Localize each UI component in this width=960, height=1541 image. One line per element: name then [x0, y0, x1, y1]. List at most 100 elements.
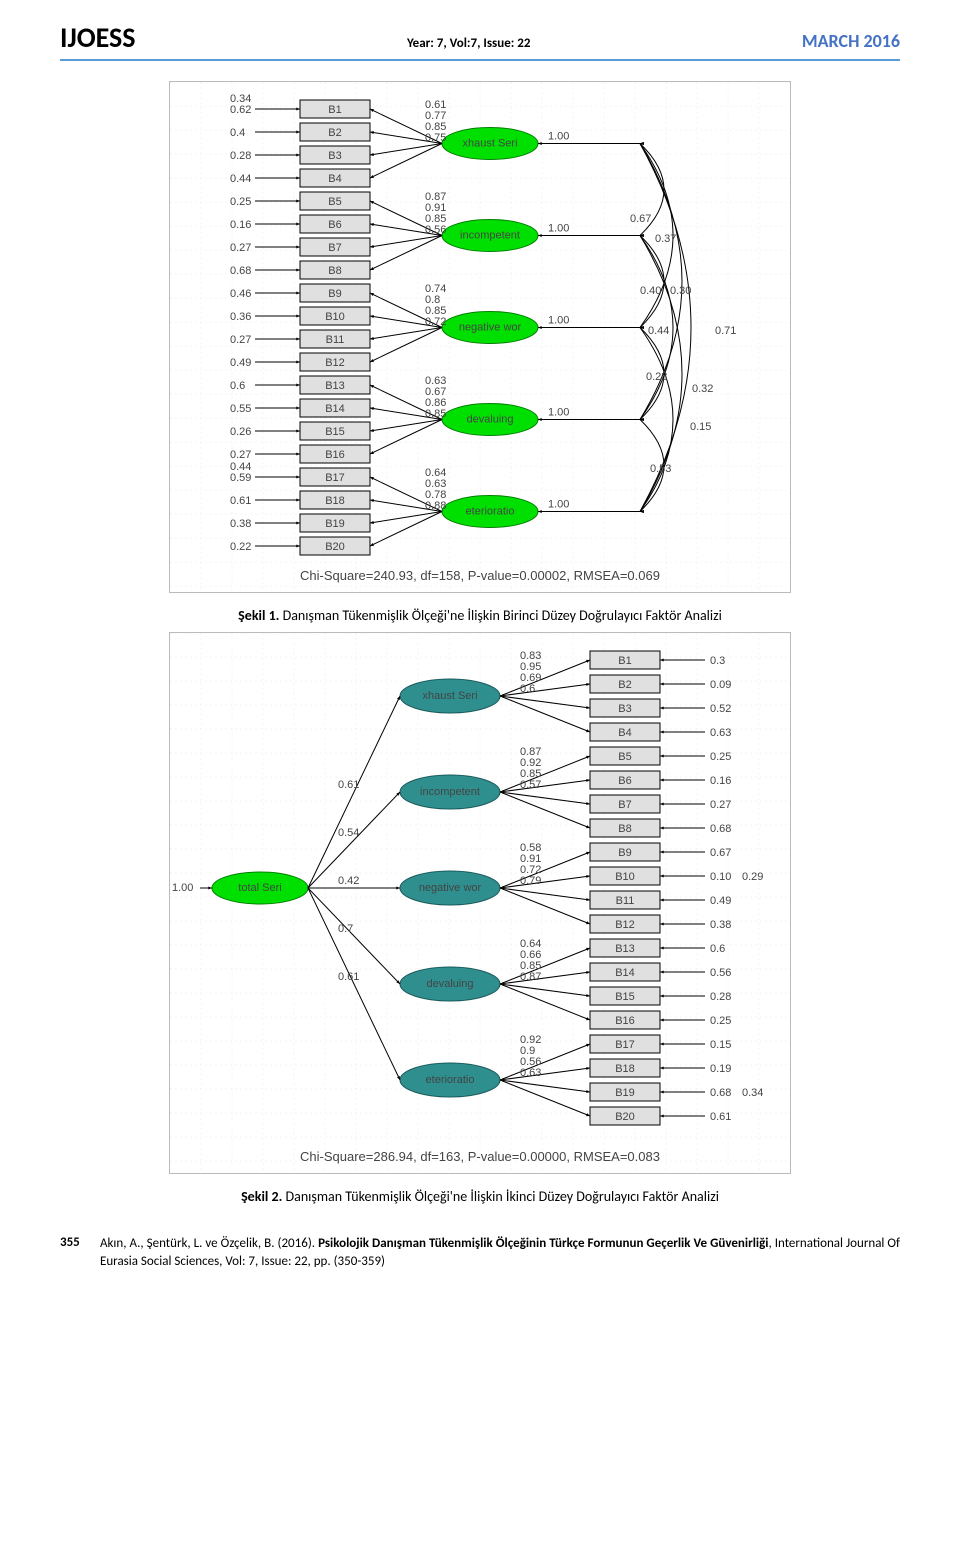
- citation-title: Psikolojik Danışman Tükenmişlik Ölçeğini…: [318, 1236, 768, 1251]
- svg-text:0.44: 0.44: [230, 461, 251, 473]
- svg-text:1.00: 1.00: [548, 499, 569, 511]
- svg-text:0.34: 0.34: [742, 1087, 763, 1099]
- journal-name: IJOESS: [60, 20, 136, 55]
- svg-text:0.36: 0.36: [230, 311, 251, 323]
- svg-text:total Seri: total Seri: [238, 882, 281, 894]
- svg-text:0.59: 0.59: [230, 472, 251, 484]
- svg-text:Chi-Square=286.94, df=163, P-v: Chi-Square=286.94, df=163, P-value=0.000…: [300, 1149, 660, 1164]
- svg-text:B10: B10: [615, 871, 635, 883]
- figure-1-label: Şekil 1.: [238, 607, 279, 624]
- svg-text:B6: B6: [328, 219, 341, 231]
- svg-text:0.38: 0.38: [710, 919, 731, 931]
- svg-text:0.6: 0.6: [710, 943, 725, 955]
- svg-text:B10: B10: [325, 311, 345, 323]
- svg-text:0.79: 0.79: [520, 875, 541, 887]
- svg-text:0.09: 0.09: [710, 679, 731, 691]
- svg-text:B20: B20: [615, 1111, 635, 1123]
- svg-text:B2: B2: [618, 679, 631, 691]
- svg-text:1.00: 1.00: [548, 315, 569, 327]
- svg-text:0.55: 0.55: [230, 403, 251, 415]
- svg-text:0.28: 0.28: [710, 991, 731, 1003]
- page-header: IJOESS Year: 7, Vol:7, Issue: 22 MARCH 2…: [60, 20, 900, 61]
- svg-text:0.85: 0.85: [425, 408, 446, 420]
- svg-text:B8: B8: [328, 265, 341, 277]
- svg-text:0.26: 0.26: [230, 426, 251, 438]
- svg-text:B5: B5: [618, 751, 631, 763]
- svg-text:0.67: 0.67: [710, 847, 731, 859]
- svg-text:B1: B1: [328, 104, 341, 116]
- svg-text:B8: B8: [618, 823, 631, 835]
- issue-line: Year: 7, Vol:7, Issue: 22: [407, 36, 531, 51]
- svg-text:0.34: 0.34: [230, 93, 251, 105]
- svg-text:B16: B16: [325, 449, 345, 461]
- svg-text:0.54: 0.54: [338, 827, 359, 839]
- svg-text:0.87: 0.87: [520, 971, 541, 983]
- svg-text:0.25: 0.25: [230, 196, 251, 208]
- citation-authors: Akın, A., Şentürk, L. ve Özçelik, B. (20…: [100, 1236, 318, 1251]
- svg-text:B9: B9: [328, 288, 341, 300]
- svg-text:0.62: 0.62: [230, 104, 251, 116]
- svg-text:B20: B20: [325, 541, 345, 553]
- svg-text:0.40: 0.40: [640, 285, 661, 297]
- svg-text:0.63: 0.63: [520, 1067, 541, 1079]
- svg-text:0.68: 0.68: [230, 265, 251, 277]
- svg-text:0.49: 0.49: [710, 895, 731, 907]
- svg-text:0.27: 0.27: [230, 242, 251, 254]
- svg-text:0.32: 0.32: [692, 383, 713, 395]
- svg-text:0.52: 0.52: [710, 703, 731, 715]
- svg-text:0.7: 0.7: [338, 923, 353, 935]
- svg-text:0.38: 0.38: [230, 518, 251, 530]
- svg-text:incompetent: incompetent: [460, 230, 520, 242]
- svg-text:B12: B12: [325, 357, 345, 369]
- svg-text:B16: B16: [615, 1015, 635, 1027]
- page-footer: 355 Akın, A., Şentürk, L. ve Özçelik, B.…: [60, 1235, 900, 1270]
- svg-text:1.00: 1.00: [548, 131, 569, 143]
- sem-diagram-2: B10.3B20.09B30.52B40.63B50.25B60.16B70.2…: [169, 632, 791, 1174]
- svg-text:0.42: 0.42: [338, 875, 359, 887]
- svg-text:B13: B13: [325, 380, 345, 392]
- svg-text:0.25: 0.25: [710, 1015, 731, 1027]
- svg-text:B14: B14: [325, 403, 345, 415]
- svg-text:negative wor: negative wor: [419, 882, 482, 894]
- svg-text:0.30: 0.30: [670, 285, 691, 297]
- citation: Akın, A., Şentürk, L. ve Özçelik, B. (20…: [100, 1235, 900, 1270]
- svg-text:B7: B7: [618, 799, 631, 811]
- svg-text:0.28: 0.28: [230, 150, 251, 162]
- svg-text:devaluing: devaluing: [426, 978, 473, 990]
- svg-text:0.53: 0.53: [650, 463, 671, 475]
- svg-text:B14: B14: [615, 967, 635, 979]
- svg-text:1.00: 1.00: [172, 882, 193, 894]
- svg-text:B3: B3: [328, 150, 341, 162]
- svg-text:eterioratio: eterioratio: [466, 506, 515, 518]
- svg-text:0.88: 0.88: [425, 500, 446, 512]
- svg-text:B17: B17: [615, 1039, 635, 1051]
- svg-text:0.15: 0.15: [690, 421, 711, 433]
- svg-text:B11: B11: [326, 334, 345, 346]
- svg-text:incompetent: incompetent: [420, 786, 480, 798]
- svg-text:0.4: 0.4: [230, 127, 245, 139]
- svg-text:0.49: 0.49: [230, 357, 251, 369]
- svg-text:0.68: 0.68: [710, 823, 731, 835]
- figure-2-caption: Şekil 2. Danışman Tükenmişlik Ölçeği'ne …: [60, 1188, 900, 1205]
- svg-text:0.61: 0.61: [710, 1111, 731, 1123]
- svg-text:Chi-Square=240.93, df=158, P-v: Chi-Square=240.93, df=158, P-value=0.000…: [300, 568, 660, 583]
- svg-text:1.00: 1.00: [548, 407, 569, 419]
- svg-text:1.00: 1.00: [548, 223, 569, 235]
- svg-text:0.6: 0.6: [520, 683, 535, 695]
- svg-text:0.72: 0.72: [425, 316, 446, 328]
- svg-text:0.3: 0.3: [710, 655, 725, 667]
- svg-text:B6: B6: [618, 775, 631, 787]
- svg-text:0.71: 0.71: [715, 325, 736, 337]
- svg-text:0.61: 0.61: [230, 495, 251, 507]
- svg-text:0.29: 0.29: [742, 871, 763, 883]
- svg-text:0.75: 0.75: [425, 132, 446, 144]
- svg-text:0.37: 0.37: [655, 233, 676, 245]
- svg-text:B18: B18: [615, 1063, 635, 1075]
- svg-text:negative wor: negative wor: [459, 322, 522, 334]
- svg-text:0.27: 0.27: [230, 449, 251, 461]
- svg-text:B4: B4: [328, 173, 341, 185]
- svg-text:0.46: 0.46: [230, 288, 251, 300]
- svg-text:0.22: 0.22: [230, 541, 251, 553]
- svg-text:devaluing: devaluing: [466, 414, 513, 426]
- svg-text:0.16: 0.16: [230, 219, 251, 231]
